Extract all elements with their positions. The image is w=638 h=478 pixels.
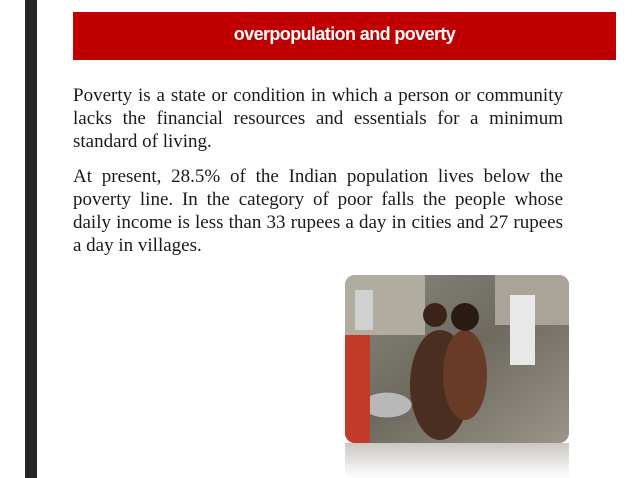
paragraph: At present, 28.5% of the Indian populati… <box>73 166 563 256</box>
paragraph: Poverty is a state or condition in which… <box>73 85 563 152</box>
photo-image <box>345 275 569 443</box>
photo <box>345 275 569 478</box>
body-text: Poverty is a state or condition in which… <box>73 84 563 269</box>
photo-reflection <box>345 443 569 478</box>
slide-title: overpopulation and poverty <box>233 24 456 44</box>
title-banner <box>73 12 616 60</box>
side-bar <box>25 0 37 478</box>
